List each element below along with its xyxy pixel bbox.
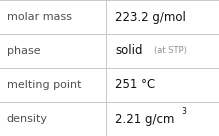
Text: molar mass: molar mass — [7, 12, 72, 22]
Text: 3: 3 — [182, 107, 187, 116]
Text: phase: phase — [7, 46, 40, 56]
Text: 223.2 g/mol: 223.2 g/mol — [115, 10, 186, 24]
Text: solid: solid — [115, 44, 143, 58]
Text: melting point: melting point — [7, 80, 81, 90]
Text: density: density — [7, 114, 48, 124]
Text: 251 °C: 251 °C — [115, 78, 155, 92]
Text: 2.21 g/cm: 2.21 g/cm — [115, 112, 174, 126]
Text: (at STP): (at STP) — [154, 47, 187, 55]
